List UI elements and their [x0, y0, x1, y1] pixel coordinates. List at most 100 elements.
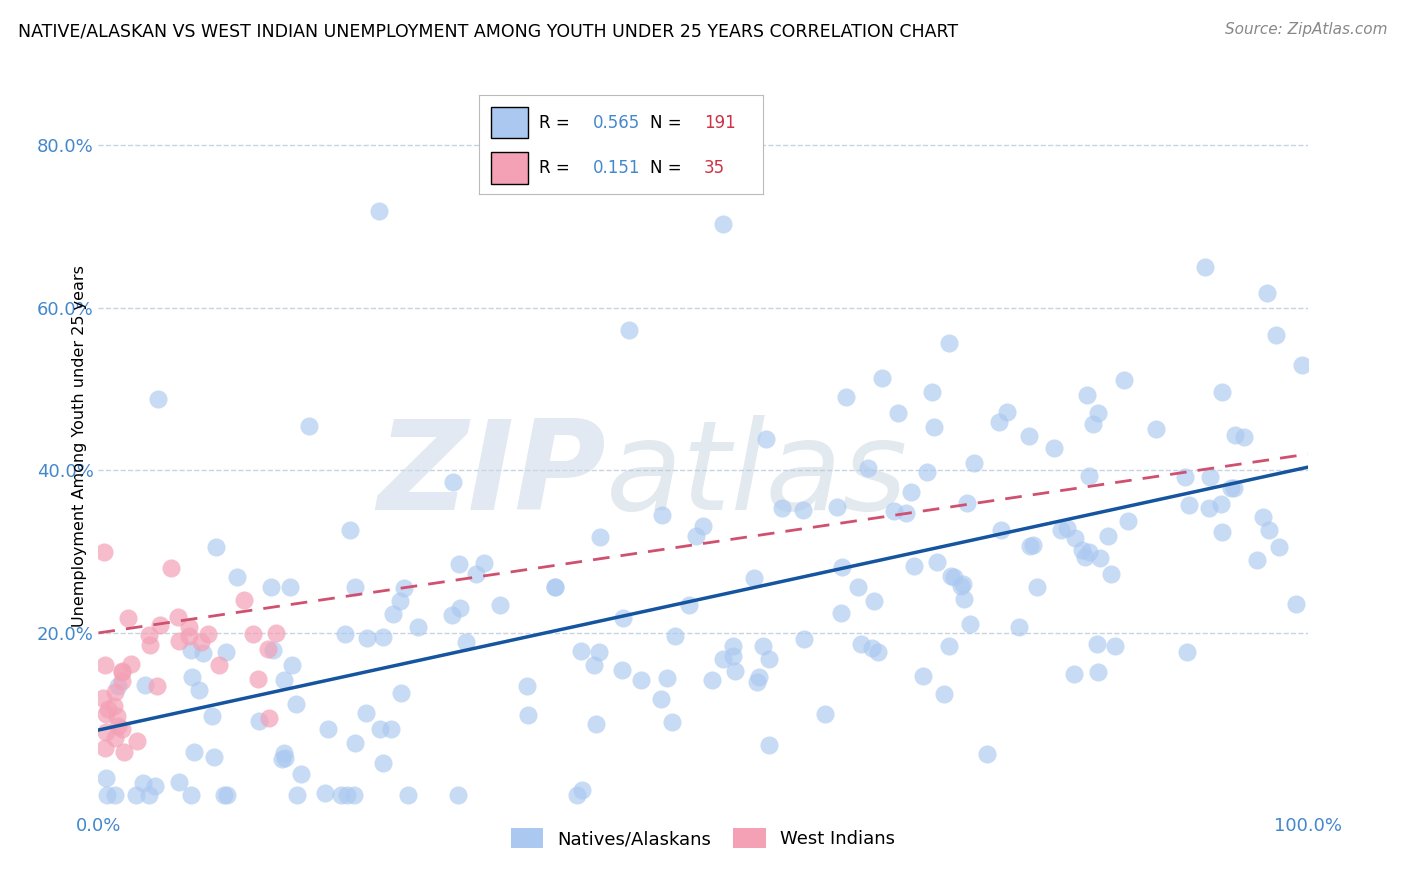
Point [134, 678, 156, 692]
Point [380, 722, 402, 736]
Point [406, 620, 429, 634]
Point [650, 692, 672, 706]
Point [1043, 442, 1066, 456]
Point [256, 642, 278, 657]
Point [145, 680, 167, 694]
Point [396, 789, 419, 803]
Text: ZIP: ZIP [378, 415, 606, 536]
Point [1064, 531, 1087, 545]
Point [138, 638, 160, 652]
Point [143, 779, 166, 793]
Point [976, 747, 998, 761]
Point [1087, 665, 1109, 679]
Point [1174, 470, 1197, 484]
Point [125, 789, 148, 803]
Point [942, 570, 965, 584]
Point [1077, 545, 1099, 559]
Point [868, 645, 890, 659]
Point [1081, 417, 1104, 431]
Point [1246, 553, 1268, 567]
Point [1291, 358, 1313, 372]
Point [1018, 539, 1040, 553]
Point [610, 663, 633, 677]
Point [1220, 481, 1243, 495]
Point [1251, 509, 1274, 524]
Point [700, 673, 723, 687]
Point [177, 629, 200, 643]
Point [792, 503, 814, 517]
Point [1211, 384, 1233, 399]
Point [721, 648, 744, 663]
Point [1007, 620, 1029, 634]
Point [887, 406, 910, 420]
Point [1175, 645, 1198, 659]
Point [110, 665, 132, 680]
Point [107, 719, 129, 733]
Point [273, 746, 295, 760]
Point [1198, 500, 1220, 515]
Point [1104, 640, 1126, 654]
Point [758, 652, 780, 666]
Point [356, 631, 378, 645]
Point [630, 673, 652, 688]
Point [104, 685, 127, 699]
Point [1087, 406, 1109, 420]
Point [956, 496, 979, 510]
Point [488, 598, 510, 612]
Point [273, 673, 295, 687]
Point [94, 740, 117, 755]
Point [1074, 550, 1097, 565]
Point [745, 674, 768, 689]
Point [1018, 428, 1040, 442]
Point [1178, 498, 1201, 512]
Point [571, 644, 593, 658]
Point [1256, 285, 1278, 300]
Point [343, 789, 366, 803]
Point [146, 392, 169, 406]
Point [104, 789, 127, 803]
Point [896, 506, 918, 520]
Point [758, 739, 780, 753]
Point [1088, 550, 1111, 565]
Point [1078, 469, 1101, 483]
Point [167, 634, 190, 648]
Point [1112, 373, 1135, 387]
Point [862, 640, 884, 655]
Point [825, 500, 848, 514]
Point [447, 789, 470, 803]
Point [105, 709, 128, 723]
Point [202, 749, 225, 764]
Point [612, 611, 634, 625]
Point [617, 323, 640, 337]
Point [247, 714, 270, 728]
Point [201, 709, 224, 723]
Point [96, 789, 118, 803]
Point [1223, 481, 1246, 495]
Point [339, 523, 361, 537]
Point [97, 702, 120, 716]
Point [367, 204, 389, 219]
Point [389, 686, 412, 700]
Point [103, 699, 125, 714]
Point [911, 669, 934, 683]
Point [932, 687, 955, 701]
Point [1026, 580, 1049, 594]
Point [661, 714, 683, 729]
Point [285, 789, 308, 803]
Point [938, 639, 960, 653]
Point [588, 645, 610, 659]
Point [900, 485, 922, 500]
Point [215, 645, 238, 659]
Point [454, 634, 477, 648]
Point [160, 561, 183, 575]
Point [96, 725, 118, 739]
Point [262, 643, 284, 657]
Point [260, 580, 283, 594]
Point [180, 643, 202, 657]
Point [664, 629, 686, 643]
Point [441, 475, 464, 489]
Point [589, 530, 612, 544]
Point [472, 556, 495, 570]
Point [1085, 637, 1108, 651]
Point [111, 664, 134, 678]
